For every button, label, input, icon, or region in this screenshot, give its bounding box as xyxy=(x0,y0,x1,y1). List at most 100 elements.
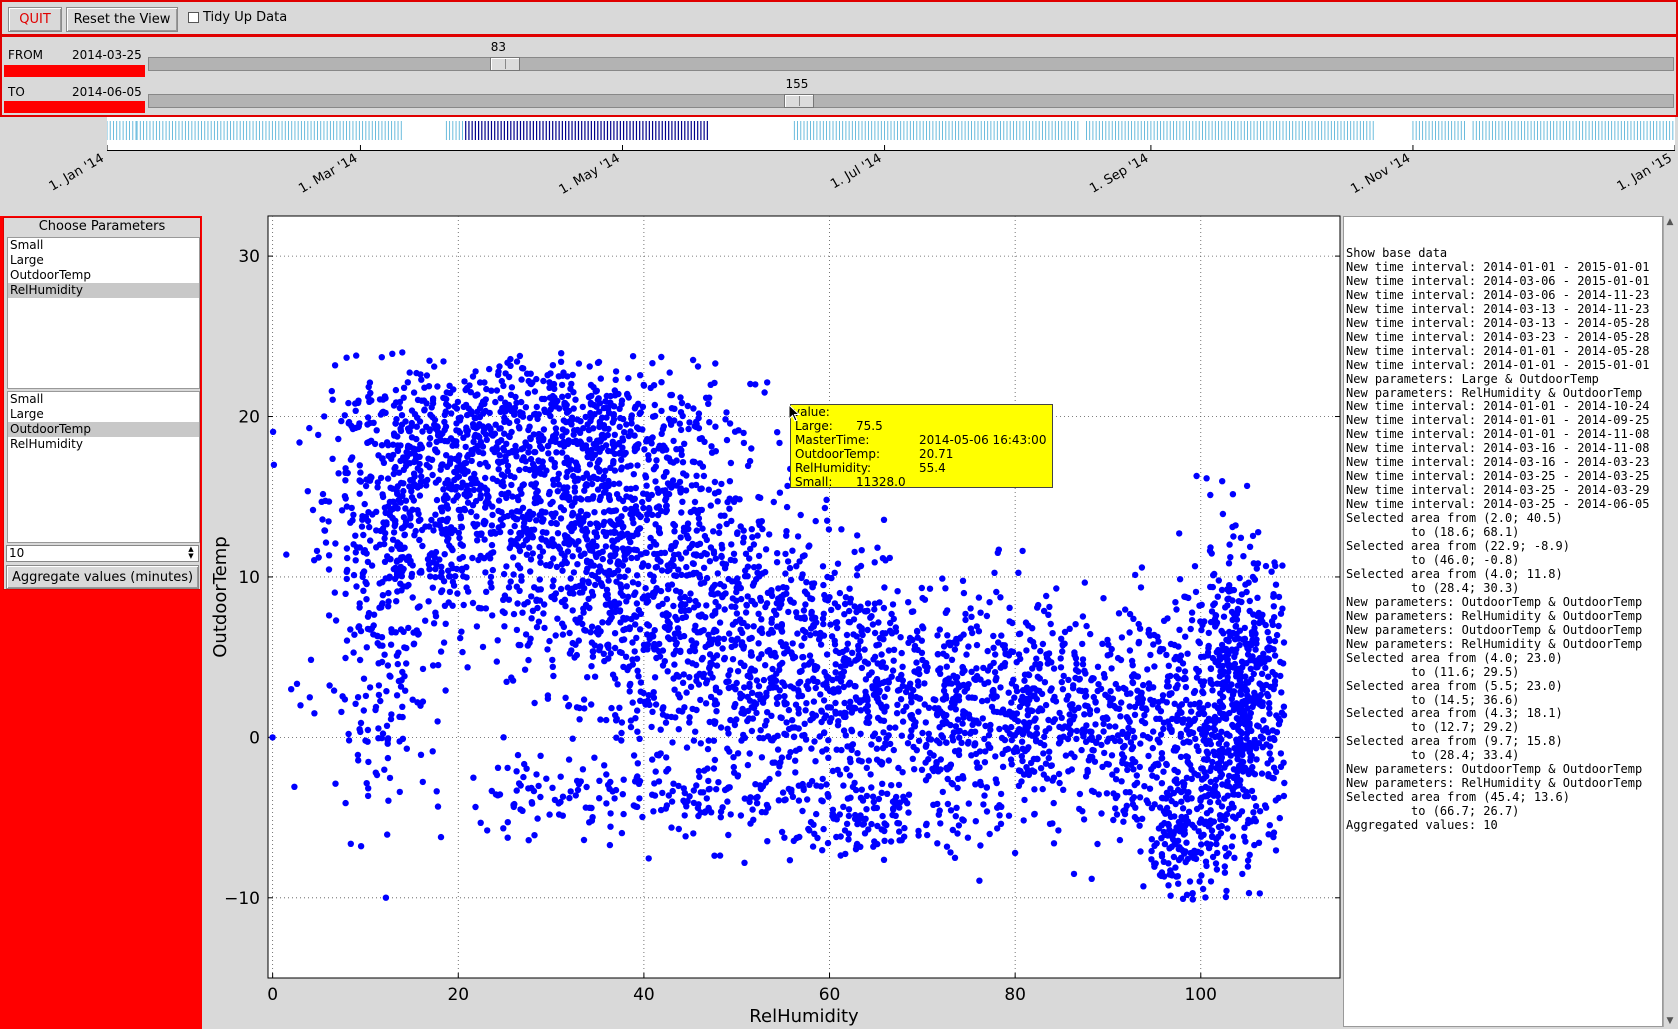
data-point xyxy=(853,633,860,640)
list-item[interactable]: OutdoorTemp xyxy=(8,422,199,437)
data-point xyxy=(741,573,749,580)
list-item[interactable]: Small xyxy=(10,238,44,252)
aggregate-spinbox[interactable]: 10 ▲ ▼ xyxy=(6,545,199,562)
checkbox-box[interactable] xyxy=(188,11,199,23)
list-item[interactable]: Small xyxy=(10,392,44,406)
data-point xyxy=(507,355,514,363)
data-point xyxy=(703,602,710,609)
data-point xyxy=(1087,753,1094,760)
data-point xyxy=(653,457,660,464)
data-point xyxy=(665,792,672,799)
data-point xyxy=(812,712,820,719)
scatter-chart[interactable]: 0 20 40 60 80 100−100102030RelHumidityOutdoor… xyxy=(202,210,1343,1029)
data-point xyxy=(1188,617,1196,624)
list-item[interactable]: RelHumidity xyxy=(10,437,83,451)
data-point xyxy=(1199,688,1206,695)
data-point xyxy=(734,635,741,642)
data-point xyxy=(1057,655,1064,662)
data-point xyxy=(663,595,671,603)
data-point xyxy=(342,477,349,484)
data-point xyxy=(774,746,782,753)
data-point xyxy=(739,705,746,713)
data-point xyxy=(613,734,620,741)
data-point xyxy=(1059,648,1066,655)
tidy-up-checkbox[interactable]: Tidy Up Data xyxy=(188,8,287,26)
data-point xyxy=(793,563,800,570)
data-point xyxy=(1103,760,1110,768)
from-slider-handle[interactable] xyxy=(489,57,520,71)
data-point xyxy=(731,721,739,729)
data-point xyxy=(551,385,558,393)
data-point xyxy=(568,527,575,535)
list-item[interactable]: Large xyxy=(10,407,44,421)
reset-view-button[interactable]: Reset the View xyxy=(66,7,178,32)
data-point xyxy=(594,550,602,557)
data-point xyxy=(513,626,521,634)
data-point xyxy=(1079,613,1087,620)
list-item[interactable]: OutdoorTemp xyxy=(10,268,91,282)
data-point xyxy=(1134,695,1141,702)
data-point xyxy=(546,379,553,386)
data-point xyxy=(899,677,906,684)
data-point xyxy=(715,488,722,495)
data-point xyxy=(587,520,594,527)
data-point xyxy=(662,503,670,510)
data-point xyxy=(786,564,794,572)
data-point xyxy=(677,555,685,562)
data-point xyxy=(869,621,877,628)
data-point xyxy=(681,440,688,447)
data-point xyxy=(911,646,918,653)
data-point xyxy=(410,389,418,396)
timeline-tick-label: 1. Jan '14 xyxy=(46,151,107,195)
to-slider-trough[interactable] xyxy=(148,94,1674,108)
data-point xyxy=(987,726,994,734)
data-point xyxy=(1100,595,1107,602)
data-point xyxy=(1242,581,1249,588)
to-slider-handle[interactable] xyxy=(784,94,815,108)
data-point xyxy=(1164,678,1171,685)
data-point xyxy=(967,605,974,612)
data-point xyxy=(567,575,574,582)
data-point xyxy=(428,516,435,524)
data-point xyxy=(799,553,807,560)
data-point xyxy=(820,581,827,589)
data-point xyxy=(704,745,712,753)
data-point xyxy=(873,745,881,752)
data-point xyxy=(739,692,746,700)
data-point xyxy=(574,463,581,470)
data-point xyxy=(926,585,934,592)
data-point xyxy=(707,502,714,509)
list-item[interactable]: RelHumidity xyxy=(8,283,199,298)
list-item[interactable]: Large xyxy=(10,253,44,267)
data-point xyxy=(1130,794,1138,801)
data-point xyxy=(943,695,950,702)
data-point xyxy=(827,621,834,628)
data-point xyxy=(810,698,818,705)
data-point xyxy=(1031,643,1038,650)
data-point xyxy=(877,758,885,765)
data-point xyxy=(494,371,502,378)
data-point xyxy=(626,682,633,689)
x-parameter-list[interactable]: Small Large OutdoorTemp RelHumidity xyxy=(7,237,200,389)
data-point xyxy=(936,739,943,747)
aggregate-values-button[interactable]: Aggregate values (minutes) xyxy=(6,565,199,589)
data-point xyxy=(1222,761,1230,768)
y-parameter-list[interactable]: Small Large OutdoorTemp RelHumidity xyxy=(7,391,200,543)
data-point xyxy=(777,593,785,600)
data-point xyxy=(922,719,929,726)
spinbox-arrows-icon[interactable]: ▲ ▼ xyxy=(188,545,194,560)
data-point xyxy=(1218,803,1226,810)
data-point xyxy=(993,588,1000,596)
data-point xyxy=(816,634,824,641)
data-point xyxy=(796,745,803,753)
data-point xyxy=(1262,804,1270,811)
data-point xyxy=(419,428,426,435)
from-slider-trough[interactable] xyxy=(148,57,1674,71)
timeline-strip[interactable] xyxy=(107,117,1675,151)
data-point xyxy=(529,511,536,518)
quit-button[interactable]: QUIT xyxy=(8,7,62,32)
data-point xyxy=(569,509,576,517)
data-point xyxy=(1097,685,1105,693)
data-point xyxy=(562,694,569,701)
data-point xyxy=(1040,771,1047,778)
